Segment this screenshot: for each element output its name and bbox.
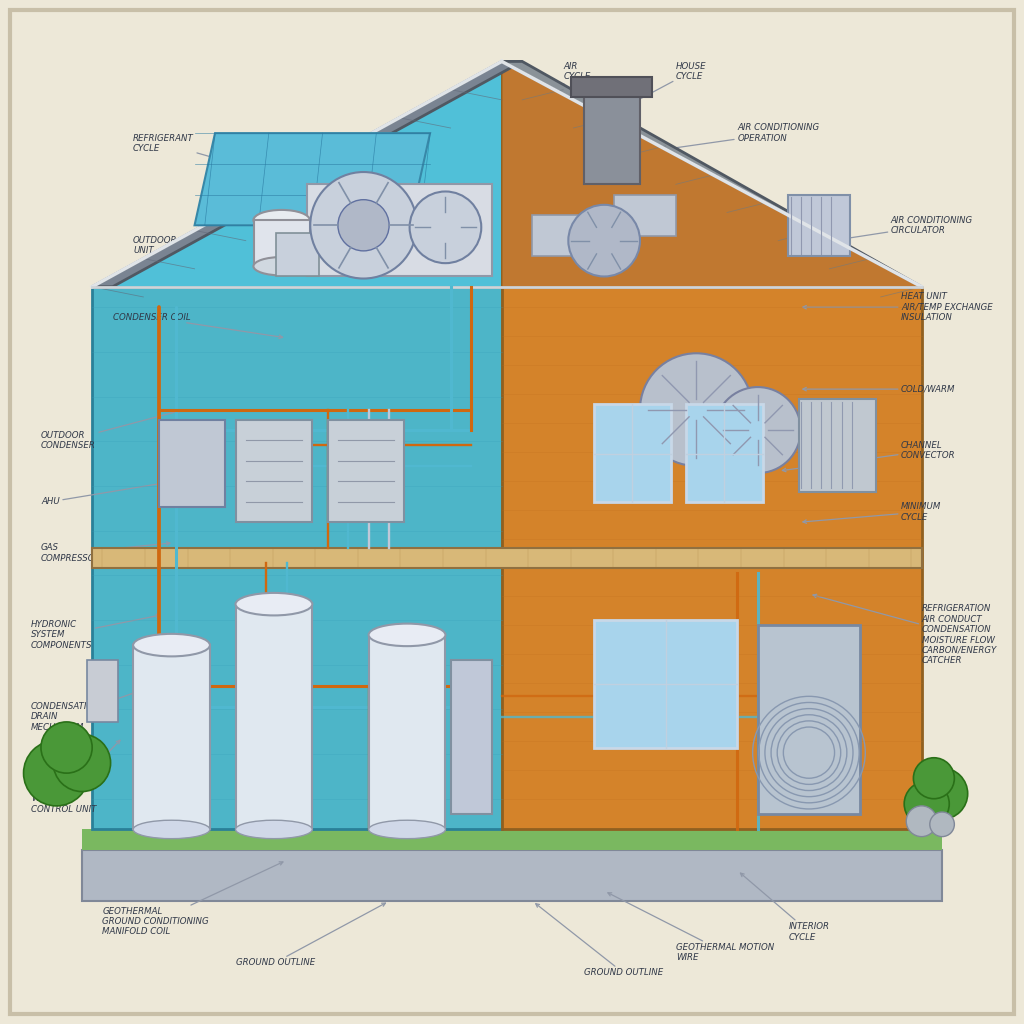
Text: HYDRONIC
SYSTEM
COMPONENTS: HYDRONIC SYSTEM COMPONENTS — [31, 614, 160, 650]
Text: INTERIOR
CYCLE: INTERIOR CYCLE — [740, 873, 829, 941]
Bar — [594, 404, 671, 502]
Bar — [584, 87, 640, 184]
Circle shape — [916, 768, 968, 819]
Text: OUTDOOR
WATER
CONTROL UNIT: OUTDOOR WATER CONTROL UNIT — [31, 740, 120, 814]
Text: REFRIGERATION
AIR CONDUCT
CONDENSATION
MOISTURE FLOW
CARBON/ENERGY
CATCHER: REFRIGERATION AIR CONDUCT CONDENSATION M… — [813, 594, 996, 666]
Polygon shape — [502, 61, 922, 287]
Bar — [532, 215, 594, 256]
Polygon shape — [82, 829, 942, 850]
Circle shape — [410, 191, 481, 263]
Polygon shape — [92, 548, 922, 568]
Polygon shape — [502, 61, 922, 287]
Bar — [236, 604, 312, 829]
Ellipse shape — [369, 624, 445, 646]
Ellipse shape — [254, 257, 310, 275]
Text: REFRIGERANT
CYCLE: REFRIGERANT CYCLE — [133, 134, 375, 205]
Text: GEOTHERMAL MOTION
WIRE: GEOTHERMAL MOTION WIRE — [608, 893, 774, 962]
Text: GROUND OUTLINE: GROUND OUTLINE — [536, 904, 663, 977]
Text: OUTDOOR
UNIT: OUTDOOR UNIT — [133, 237, 334, 276]
Text: GEOTHERMAL
GROUND CONDITIONING
MANIFOLD COIL: GEOTHERMAL GROUND CONDITIONING MANIFOLD … — [102, 862, 283, 937]
Circle shape — [715, 387, 801, 473]
Bar — [276, 233, 319, 276]
Text: GAS
COMPRESSOR: GAS COMPRESSOR — [41, 542, 170, 562]
Bar — [758, 625, 860, 814]
Bar — [159, 420, 225, 507]
Circle shape — [904, 781, 949, 826]
Text: OUTDOOR
CONDENSER: OUTDOOR CONDENSER — [41, 410, 180, 450]
Ellipse shape — [133, 634, 210, 656]
Circle shape — [41, 722, 92, 773]
Text: CONDENSATION
DRAIN
MECHANISM: CONDENSATION DRAIN MECHANISM — [31, 687, 150, 732]
Text: AIR
CYCLE: AIR CYCLE — [536, 62, 591, 110]
Bar — [799, 399, 876, 492]
Text: GROUND OUTLINE: GROUND OUTLINE — [236, 903, 385, 967]
Polygon shape — [92, 287, 502, 829]
Text: CHANNEL
CONVECTOR: CHANNEL CONVECTOR — [782, 441, 955, 472]
Circle shape — [906, 806, 937, 837]
Ellipse shape — [236, 593, 312, 615]
Circle shape — [640, 353, 753, 466]
Ellipse shape — [369, 820, 445, 839]
Bar — [686, 404, 763, 502]
Bar — [328, 420, 404, 522]
Bar — [788, 195, 850, 256]
Bar — [254, 220, 310, 266]
Circle shape — [568, 205, 640, 276]
Bar — [594, 620, 737, 748]
Text: AHU: AHU — [41, 481, 170, 506]
Text: COLD/WARM: COLD/WARM — [803, 385, 955, 393]
Bar — [571, 77, 652, 97]
Polygon shape — [92, 61, 522, 287]
Polygon shape — [82, 850, 942, 901]
Ellipse shape — [254, 210, 310, 230]
Ellipse shape — [236, 820, 312, 839]
Circle shape — [310, 172, 417, 279]
Text: HEAT UNIT
AIR/TEMP EXCHANGE
INSULATION: HEAT UNIT AIR/TEMP EXCHANGE INSULATION — [803, 292, 993, 323]
Ellipse shape — [133, 820, 210, 839]
Bar — [236, 420, 312, 522]
Polygon shape — [502, 287, 922, 829]
Bar — [87, 660, 118, 722]
Text: AIR CONDITIONING
OPERATION: AIR CONDITIONING OPERATION — [639, 124, 819, 155]
Text: MINIMUM
CYCLE: MINIMUM CYCLE — [803, 503, 941, 523]
Bar — [369, 635, 445, 829]
Circle shape — [338, 200, 389, 251]
Circle shape — [913, 758, 954, 799]
Circle shape — [930, 812, 954, 837]
Polygon shape — [195, 133, 430, 225]
Text: AIR CONDITIONING
CIRCULATOR: AIR CONDITIONING CIRCULATOR — [803, 216, 973, 247]
Bar — [451, 660, 492, 814]
Bar — [133, 645, 210, 829]
Polygon shape — [92, 61, 502, 287]
Text: HOUSE
CYCLE: HOUSE CYCLE — [618, 62, 707, 111]
Circle shape — [53, 734, 111, 792]
Circle shape — [24, 740, 89, 806]
Bar — [614, 195, 676, 236]
Bar — [307, 184, 492, 276]
Text: CONDENSER COIL: CONDENSER COIL — [113, 313, 283, 339]
